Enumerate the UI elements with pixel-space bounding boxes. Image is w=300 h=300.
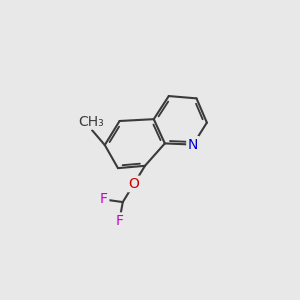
Text: N: N	[188, 138, 198, 152]
Text: O: O	[128, 177, 139, 191]
Text: CH₃: CH₃	[78, 115, 104, 129]
Text: F: F	[116, 214, 123, 228]
Text: F: F	[100, 193, 108, 206]
